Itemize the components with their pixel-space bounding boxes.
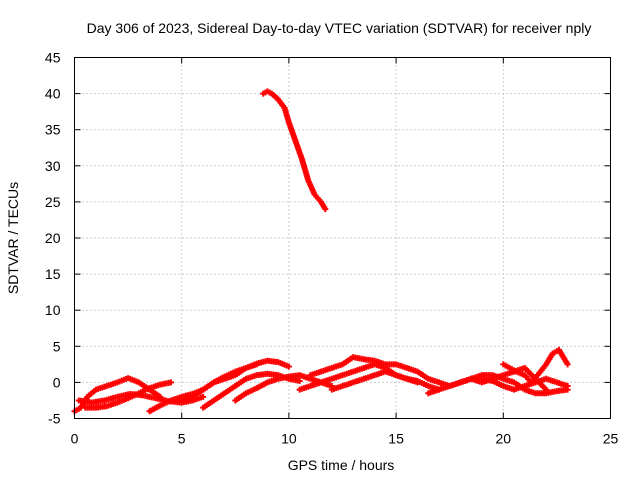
y-tick-label: 20 — [45, 230, 61, 246]
y-tick-label: 5 — [53, 338, 61, 354]
series-arc-2 — [82, 379, 174, 411]
series-arc-8 — [260, 88, 329, 213]
series-arc-10 — [307, 354, 453, 390]
series-arc-13 — [446, 372, 571, 397]
data-point — [322, 206, 329, 213]
data-point — [167, 379, 174, 386]
chart-title: Day 306 of 2023, Sidereal Day-to-day VTE… — [87, 20, 592, 36]
series-arc-7 — [232, 372, 335, 404]
y-tick-label: -5 — [48, 411, 61, 427]
series-arc-14 — [500, 346, 571, 386]
y-tick-label: 45 — [45, 50, 61, 66]
y-tick-label: 0 — [53, 374, 61, 390]
y-tick-label: 10 — [45, 302, 61, 318]
x-tick-label: 20 — [496, 431, 512, 447]
data-point — [564, 361, 571, 368]
data-point — [564, 383, 571, 390]
series-arc-11 — [328, 368, 421, 393]
x-axis-label: GPS time / hours — [288, 457, 395, 473]
x-tick-label: 5 — [178, 431, 186, 447]
y-tick-label: 30 — [45, 158, 61, 174]
data-point — [296, 377, 303, 384]
x-tick-label: 0 — [71, 431, 79, 447]
x-tick-label: 15 — [388, 431, 404, 447]
y-tick-label: 40 — [45, 86, 61, 102]
y-tick-label: 15 — [45, 266, 61, 282]
series-arc-5 — [178, 357, 292, 404]
y-axis-label: SDTVAR / TECUs — [5, 182, 21, 294]
data-marks — [71, 88, 571, 415]
y-tick-label: 35 — [45, 122, 61, 138]
grid-lines — [74, 57, 611, 419]
plot-frame — [74, 57, 611, 419]
x-tick-label: 25 — [603, 431, 619, 447]
data-point — [285, 363, 292, 370]
data-point — [414, 379, 421, 386]
y-tick-label: 25 — [45, 194, 61, 210]
data-point — [200, 393, 207, 400]
series-arc-15 — [457, 375, 571, 393]
x-tick-label: 10 — [281, 431, 297, 447]
